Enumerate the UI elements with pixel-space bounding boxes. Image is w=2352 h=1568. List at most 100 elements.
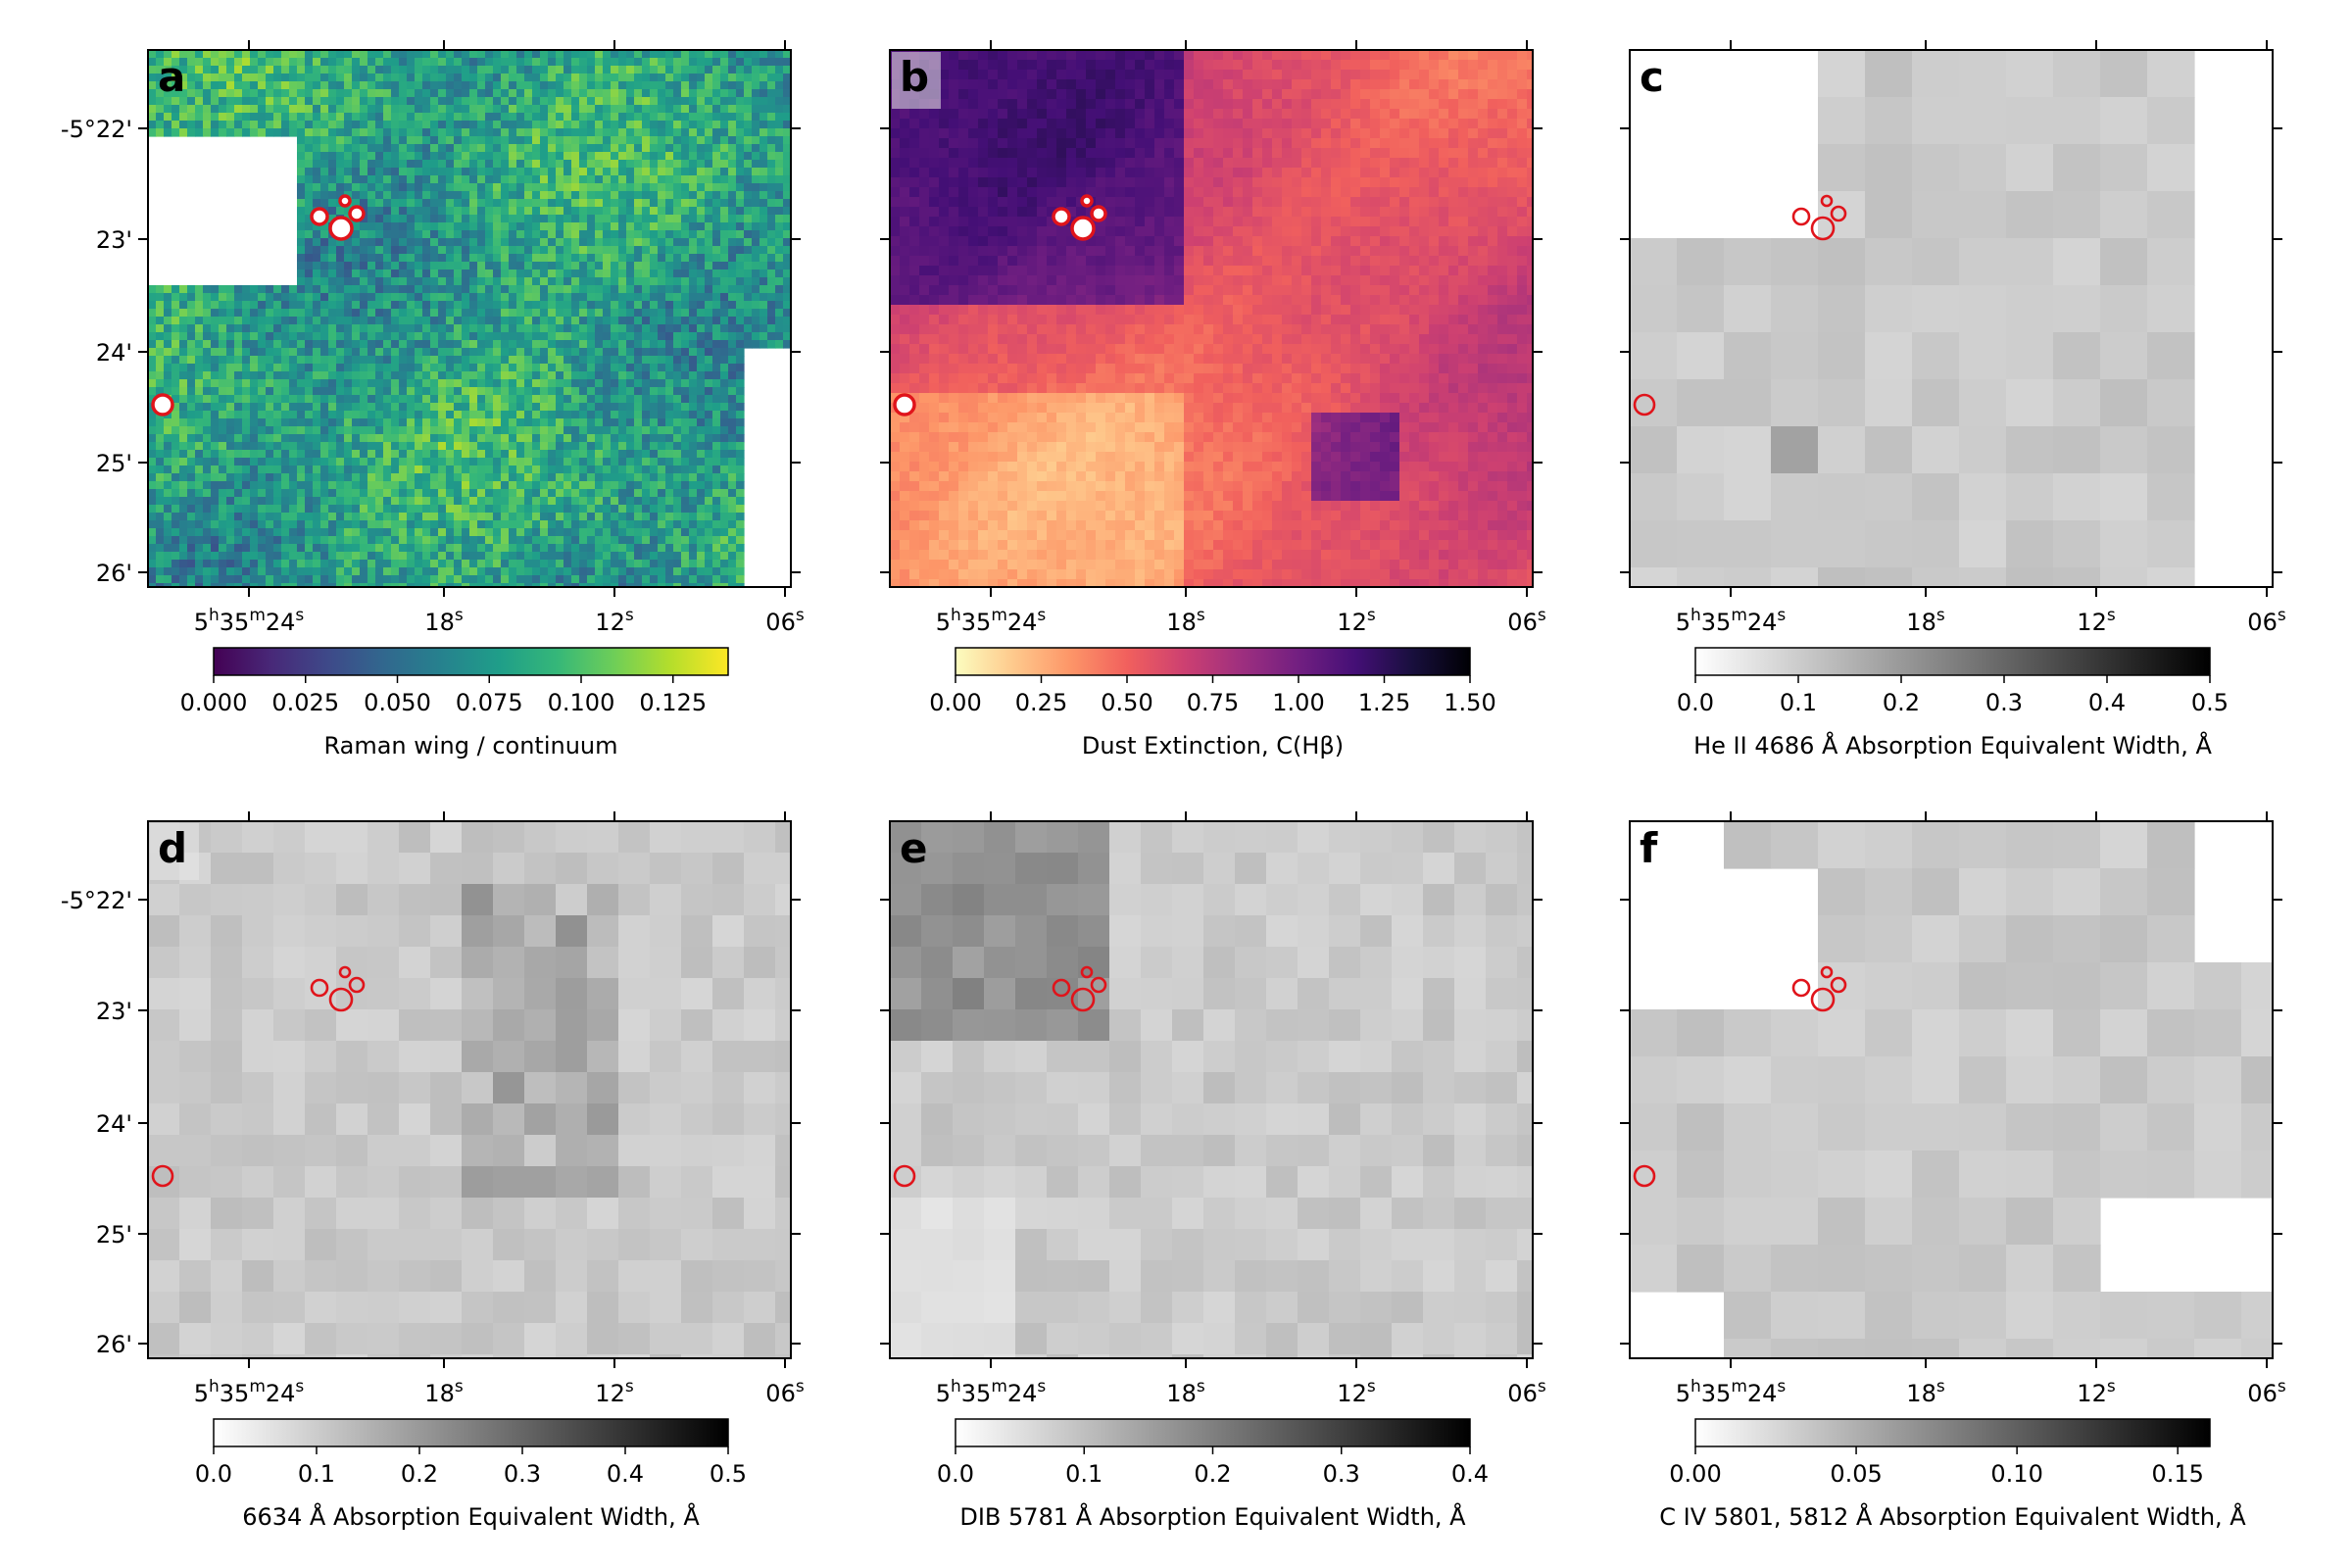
map-cell xyxy=(375,411,384,419)
map-cell xyxy=(407,567,416,576)
map-cell xyxy=(211,293,220,302)
map-cell xyxy=(313,324,321,333)
map-cell xyxy=(179,520,188,529)
map-cell xyxy=(179,356,188,365)
map-cell xyxy=(556,364,564,372)
map-cell xyxy=(320,81,329,90)
map-cell xyxy=(383,222,392,231)
map-cell xyxy=(712,426,721,435)
map-cell xyxy=(179,324,188,333)
map-cell xyxy=(415,277,423,286)
map-cell xyxy=(548,113,557,122)
map-cell xyxy=(689,544,698,553)
map-cell xyxy=(391,105,400,114)
map-cell xyxy=(516,324,525,333)
map-cell xyxy=(360,270,368,278)
map-cell xyxy=(532,560,541,568)
map-cell xyxy=(642,528,651,537)
map-cell xyxy=(469,552,478,561)
map-cell xyxy=(556,466,564,474)
map-cell xyxy=(650,513,659,521)
map-cell xyxy=(344,387,353,396)
map-cell xyxy=(352,513,361,521)
map-cell xyxy=(658,324,666,333)
map-cell xyxy=(626,348,635,357)
map-cell xyxy=(532,81,541,90)
map-cell xyxy=(454,348,463,357)
map-cell xyxy=(564,191,572,200)
map-cell xyxy=(760,262,768,270)
map-cell xyxy=(415,497,423,506)
map-cell xyxy=(344,301,353,310)
map-cell xyxy=(720,528,729,537)
map-cell xyxy=(595,497,604,506)
map-cell xyxy=(626,395,635,404)
map-cell xyxy=(564,520,572,529)
map-cell xyxy=(595,168,604,176)
map-cell xyxy=(391,528,400,537)
map-cell xyxy=(579,66,588,74)
map-cell xyxy=(493,152,502,161)
map-cell xyxy=(422,152,431,161)
map-cell xyxy=(603,411,612,419)
map-cell xyxy=(289,105,298,114)
map-cell xyxy=(650,450,659,459)
map-cell xyxy=(618,105,627,114)
map-cell xyxy=(156,552,165,561)
map-cell xyxy=(375,575,384,584)
map-cell xyxy=(775,136,784,145)
map-cell xyxy=(383,489,392,498)
map-cell xyxy=(540,356,549,365)
map-cell xyxy=(501,489,510,498)
map-cell xyxy=(524,121,533,129)
map-cell xyxy=(462,121,470,129)
map-cell xyxy=(571,418,580,427)
map-cell xyxy=(516,113,525,122)
map-cell xyxy=(705,175,713,184)
map-cell xyxy=(705,301,713,310)
map-cell xyxy=(148,340,157,349)
map-cell xyxy=(626,105,635,114)
map-cell xyxy=(375,481,384,490)
map-cell xyxy=(156,293,165,302)
map-cell xyxy=(618,473,627,482)
map-cell xyxy=(391,66,400,74)
map-cell xyxy=(164,89,172,98)
map-cell xyxy=(642,403,651,412)
map-cell xyxy=(697,144,706,153)
map-cell xyxy=(736,105,745,114)
map-cell xyxy=(477,160,486,169)
map-cell xyxy=(564,481,572,490)
map-cell xyxy=(697,246,706,255)
map-cell xyxy=(415,324,423,333)
map-cell xyxy=(469,520,478,529)
map-cell xyxy=(352,442,361,451)
map-cell xyxy=(258,364,267,372)
map-cell xyxy=(571,450,580,459)
map-cell xyxy=(446,238,455,247)
map-cell xyxy=(618,371,627,380)
map-cell xyxy=(595,207,604,216)
map-cell xyxy=(297,371,306,380)
map-cell xyxy=(658,340,666,349)
map-cell xyxy=(250,536,259,545)
map-cell xyxy=(736,340,745,349)
map-cell xyxy=(368,191,376,200)
map-cell xyxy=(156,544,165,553)
map-cell xyxy=(234,50,243,59)
map-cell xyxy=(516,238,525,247)
map-cell xyxy=(195,560,204,568)
map-cell xyxy=(273,567,282,576)
map-cell xyxy=(720,513,729,521)
map-cell xyxy=(579,567,588,576)
map-cell xyxy=(736,458,745,466)
map-cell xyxy=(516,105,525,114)
map-cell xyxy=(273,105,282,114)
map-cell xyxy=(415,473,423,482)
map-cell xyxy=(579,340,588,349)
map-cell xyxy=(501,442,510,451)
map-cell xyxy=(736,324,745,333)
map-cell xyxy=(360,81,368,90)
map-cell xyxy=(697,230,706,239)
map-cell xyxy=(187,81,196,90)
